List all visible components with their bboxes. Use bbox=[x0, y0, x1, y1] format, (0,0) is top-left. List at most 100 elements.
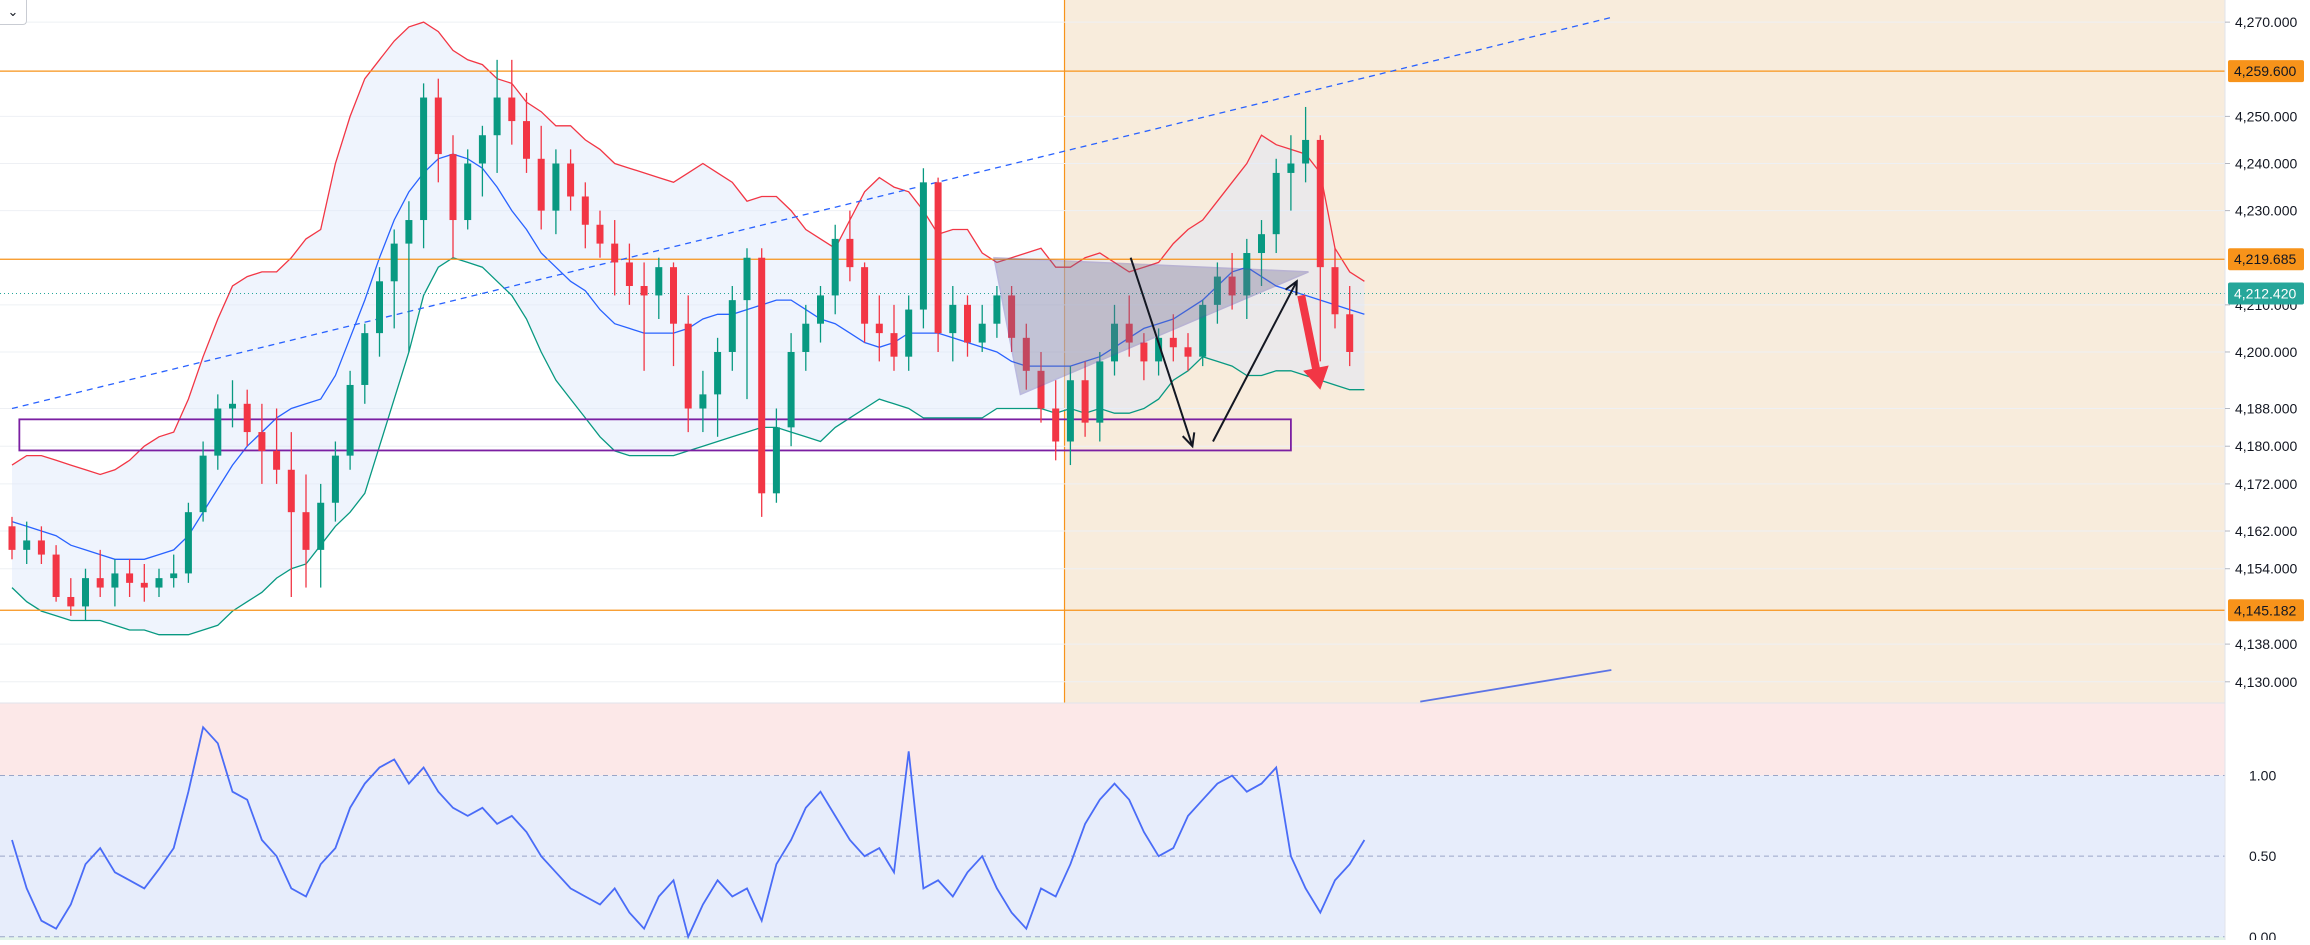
candle bbox=[52, 545, 60, 602]
target-arrow bbox=[1297, 294, 1329, 390]
candle-body bbox=[434, 97, 442, 155]
candle bbox=[655, 257, 663, 319]
candle-body bbox=[243, 403, 251, 433]
candle-body bbox=[140, 582, 148, 588]
candle-body bbox=[1022, 337, 1030, 371]
level-badge-bg bbox=[2228, 248, 2304, 271]
candle-body bbox=[493, 97, 501, 136]
candle bbox=[714, 337, 722, 437]
candle bbox=[243, 389, 251, 447]
candle-body bbox=[772, 427, 780, 494]
price-tick-label: 4,230.000 bbox=[2235, 203, 2297, 219]
candle bbox=[331, 441, 339, 522]
candle bbox=[890, 304, 898, 371]
candle bbox=[1081, 361, 1089, 437]
candle bbox=[861, 262, 869, 343]
candle-body bbox=[1258, 234, 1265, 254]
candle-body bbox=[1155, 337, 1163, 362]
chevron-down-icon[interactable]: ⌄ bbox=[0, 0, 27, 25]
candle bbox=[1125, 295, 1133, 357]
candle-body bbox=[743, 257, 751, 301]
candle bbox=[552, 149, 560, 235]
candle-body bbox=[1037, 370, 1045, 409]
candle bbox=[1052, 380, 1060, 461]
candle bbox=[1272, 158, 1280, 254]
candle-body bbox=[229, 403, 236, 409]
candle bbox=[817, 286, 824, 343]
candle-body bbox=[302, 512, 310, 550]
candle bbox=[978, 304, 986, 352]
candle-body bbox=[581, 196, 589, 225]
candle-body bbox=[361, 333, 369, 385]
support-zone bbox=[18, 418, 1292, 452]
price-tick-label: 4,138.000 bbox=[2235, 636, 2297, 652]
candle-body bbox=[52, 554, 60, 597]
candle bbox=[1287, 135, 1295, 211]
candle-body bbox=[1169, 337, 1177, 348]
candle bbox=[1037, 351, 1045, 423]
candle-body bbox=[714, 351, 722, 395]
candle-body bbox=[964, 304, 971, 343]
candle bbox=[1302, 106, 1310, 183]
candle bbox=[170, 554, 178, 588]
projection-arrow-up bbox=[1212, 280, 1298, 442]
candle-body bbox=[287, 469, 295, 513]
price-tick-label: 4,250.000 bbox=[2235, 108, 2297, 124]
candle-body bbox=[96, 578, 104, 588]
candle-body bbox=[699, 394, 707, 409]
candle bbox=[964, 295, 971, 357]
oscillator-tick-label: 1.00 bbox=[2249, 768, 2276, 784]
candle bbox=[1258, 220, 1265, 287]
candle bbox=[184, 502, 192, 583]
candle bbox=[434, 78, 442, 183]
candle bbox=[611, 220, 619, 296]
candle bbox=[361, 323, 369, 404]
candle-body bbox=[802, 323, 810, 352]
candle bbox=[1008, 286, 1016, 352]
candle-body bbox=[1199, 304, 1207, 357]
candle bbox=[670, 262, 677, 367]
candle-body bbox=[1052, 408, 1060, 442]
candle-body bbox=[919, 182, 927, 310]
candle-body bbox=[934, 182, 942, 334]
candle-body bbox=[37, 540, 45, 555]
candle-body bbox=[625, 262, 633, 287]
price-tick-label: 4,130.000 bbox=[2235, 674, 2297, 690]
candle bbox=[126, 559, 134, 597]
candle bbox=[1140, 333, 1148, 381]
oscillator-band bbox=[0, 775, 2225, 940]
oscillator-tick-label: 0.00 bbox=[2249, 929, 2276, 940]
level-badge: 4,145.182 bbox=[2234, 602, 2296, 618]
candle bbox=[919, 168, 927, 329]
candle bbox=[8, 516, 16, 560]
candle-body bbox=[1302, 139, 1310, 164]
price-tick-label: 4,240.000 bbox=[2235, 155, 2297, 171]
candle-body bbox=[478, 135, 486, 164]
candle bbox=[1169, 314, 1177, 362]
candle-body bbox=[684, 323, 692, 409]
candle bbox=[1243, 238, 1251, 319]
overbought-band bbox=[0, 703, 2225, 776]
candle bbox=[949, 286, 957, 362]
candle bbox=[802, 304, 810, 371]
candle bbox=[596, 210, 604, 258]
candle-body bbox=[1243, 253, 1251, 296]
candle bbox=[464, 149, 472, 230]
candle-body bbox=[126, 573, 134, 583]
candle-body bbox=[890, 333, 898, 357]
candle-body bbox=[567, 163, 575, 197]
candle bbox=[1228, 253, 1236, 310]
candle bbox=[625, 243, 633, 305]
candle-body bbox=[1125, 323, 1133, 343]
candle bbox=[728, 286, 736, 371]
level-badge: 4,219.685 bbox=[2234, 251, 2296, 267]
candle bbox=[1346, 286, 1354, 367]
price-tick-label: 4,180.000 bbox=[2235, 438, 2297, 454]
last-price-badge-bg bbox=[2228, 282, 2304, 305]
candle bbox=[302, 474, 310, 588]
candle bbox=[405, 201, 413, 352]
bollinger-upper bbox=[11, 21, 1365, 476]
candle-body bbox=[199, 455, 207, 513]
candle bbox=[478, 125, 486, 197]
